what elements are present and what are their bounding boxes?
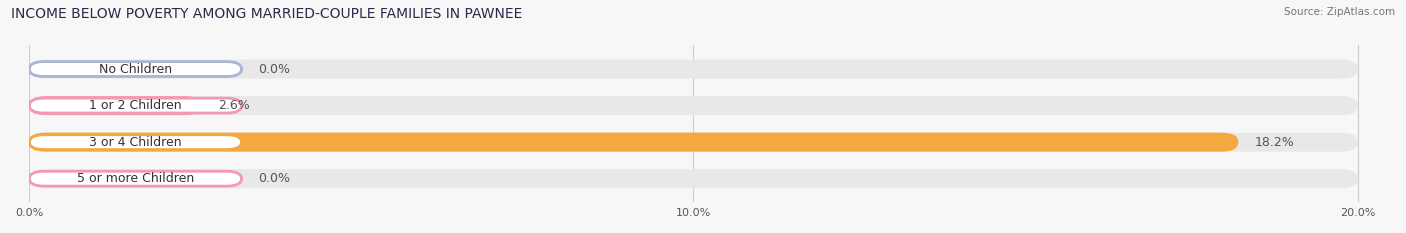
Text: 0.0%: 0.0% [259,172,290,185]
Text: No Children: No Children [98,62,172,75]
FancyBboxPatch shape [30,133,1358,152]
FancyBboxPatch shape [30,171,242,186]
FancyBboxPatch shape [30,133,1239,152]
FancyBboxPatch shape [30,135,242,150]
Text: 5 or more Children: 5 or more Children [77,172,194,185]
FancyBboxPatch shape [30,96,202,115]
FancyBboxPatch shape [30,60,1358,79]
FancyBboxPatch shape [30,62,242,76]
Text: 0.0%: 0.0% [259,62,290,75]
FancyBboxPatch shape [30,169,1358,188]
Text: 3 or 4 Children: 3 or 4 Children [89,136,181,149]
Text: 18.2%: 18.2% [1254,136,1295,149]
Text: Source: ZipAtlas.com: Source: ZipAtlas.com [1284,7,1395,17]
Text: 1 or 2 Children: 1 or 2 Children [89,99,181,112]
FancyBboxPatch shape [30,96,1358,115]
FancyBboxPatch shape [30,98,242,113]
Text: INCOME BELOW POVERTY AMONG MARRIED-COUPLE FAMILIES IN PAWNEE: INCOME BELOW POVERTY AMONG MARRIED-COUPL… [11,7,523,21]
Text: 2.6%: 2.6% [218,99,250,112]
